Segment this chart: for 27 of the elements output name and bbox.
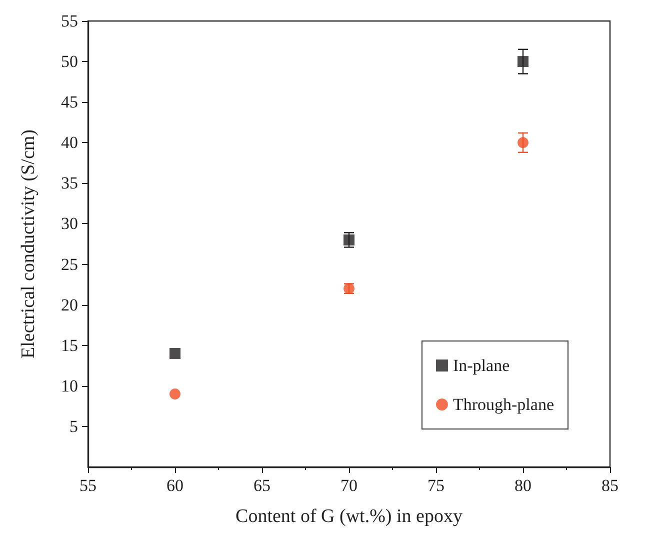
x-axis-title: Content of G (wt.%) in epoxy [236, 506, 463, 527]
x-tick-label: 65 [254, 476, 270, 495]
y-tick-label: 25 [61, 254, 78, 274]
x-tick-label: 70 [340, 476, 358, 495]
y-tick-label: 5 [70, 416, 78, 436]
y-tick-label: 45 [61, 92, 78, 112]
y-tick-label: 30 [61, 214, 78, 234]
point [518, 56, 528, 68]
point [170, 348, 180, 359]
y-tick-label: 10 [61, 376, 78, 396]
y-tick-label: 35 [61, 174, 78, 193]
y-tick-label: 20 [61, 295, 78, 314]
x-tick-label: 75 [428, 476, 444, 495]
y-tick-label: 50 [61, 52, 78, 72]
point [518, 137, 528, 148]
legend-label: In-plane [452, 356, 510, 375]
point [344, 234, 354, 246]
x-tick-label: 80 [514, 476, 532, 495]
x-tick-label: 55 [80, 476, 96, 495]
y-tick-label: 40 [61, 133, 78, 152]
legend-label: Through-plane [452, 395, 554, 414]
y-tick-label: 15 [61, 336, 78, 355]
x-tick-label: 85 [602, 476, 618, 495]
y-tick-label: 55 [61, 12, 78, 30]
y-axis-title: Electrical conductivity (S/cm) [18, 130, 39, 358]
x-tick-label: 60 [166, 476, 184, 495]
point [170, 388, 180, 400]
